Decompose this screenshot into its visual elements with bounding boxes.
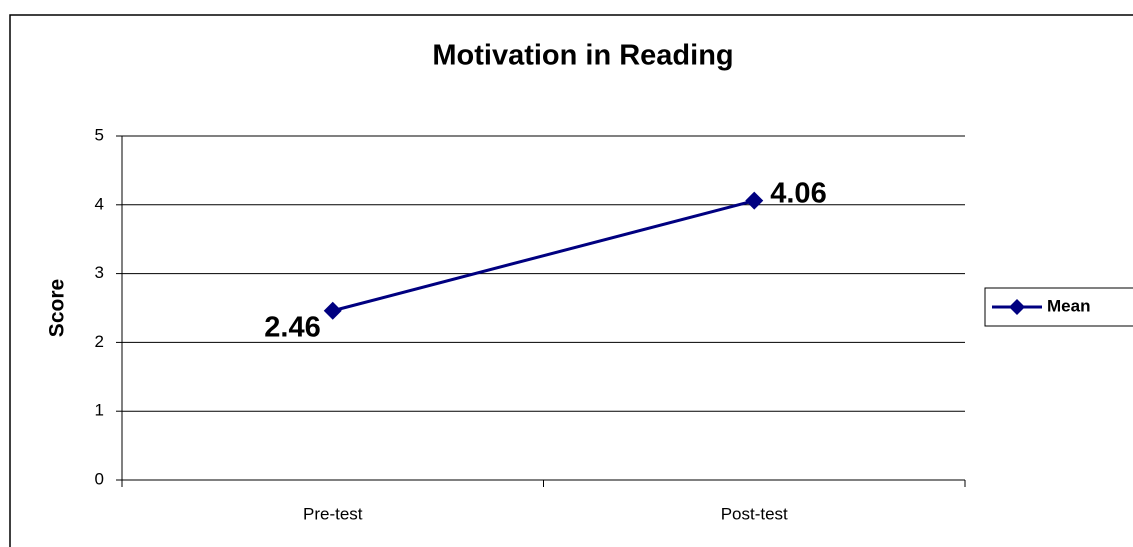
y-tick-label: 0 — [95, 469, 104, 488]
chart-border — [9, 14, 1133, 547]
x-tick-label: Post-test — [721, 504, 788, 523]
y-axis-label: Score — [46, 279, 69, 337]
data-point — [745, 191, 764, 210]
legend-label: Mean — [1047, 296, 1090, 315]
data-point — [323, 301, 342, 320]
chart-title: Motivation in Reading — [432, 40, 733, 72]
data-label: 2.46 — [264, 311, 320, 343]
y-tick-label: 5 — [95, 125, 104, 144]
data-label: 4.06 — [770, 177, 826, 209]
y-tick-label: 2 — [95, 332, 104, 351]
y-tick-label: 4 — [95, 194, 104, 213]
y-tick-label: 3 — [95, 263, 104, 282]
y-tick-label: 1 — [95, 401, 104, 420]
x-tick-label: Pre-test — [303, 504, 363, 523]
legend-marker — [1009, 299, 1025, 315]
data-line — [332, 199, 755, 313]
